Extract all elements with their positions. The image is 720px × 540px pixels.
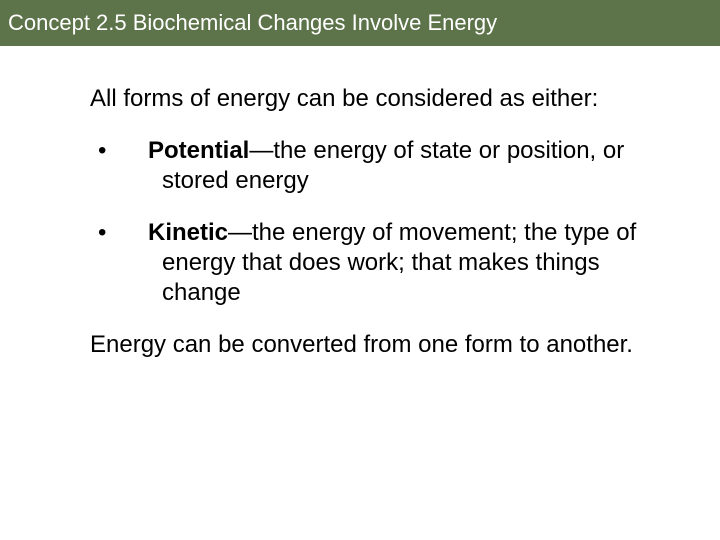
- bullet-term: Potential: [148, 137, 249, 164]
- closing-text: Energy can be converted from one form to…: [90, 330, 660, 360]
- bullet-term: Kinetic: [148, 219, 228, 246]
- bullet-list: •Potential—the energy of state or positi…: [90, 136, 660, 308]
- list-item: •Kinetic—the energy of movement; the typ…: [130, 218, 660, 308]
- list-item: •Potential—the energy of state or positi…: [130, 136, 660, 196]
- slide-body: All forms of energy can be considered as…: [0, 46, 720, 360]
- bullet-dash: —: [249, 137, 273, 164]
- bullet-dash: —: [228, 219, 252, 246]
- slide-header: Concept 2.5 Biochemical Changes Involve …: [0, 0, 720, 46]
- slide-title: Concept 2.5 Biochemical Changes Involve …: [8, 10, 497, 35]
- intro-text: All forms of energy can be considered as…: [90, 84, 660, 114]
- bullet-icon: •: [130, 136, 148, 166]
- bullet-icon: •: [130, 218, 148, 248]
